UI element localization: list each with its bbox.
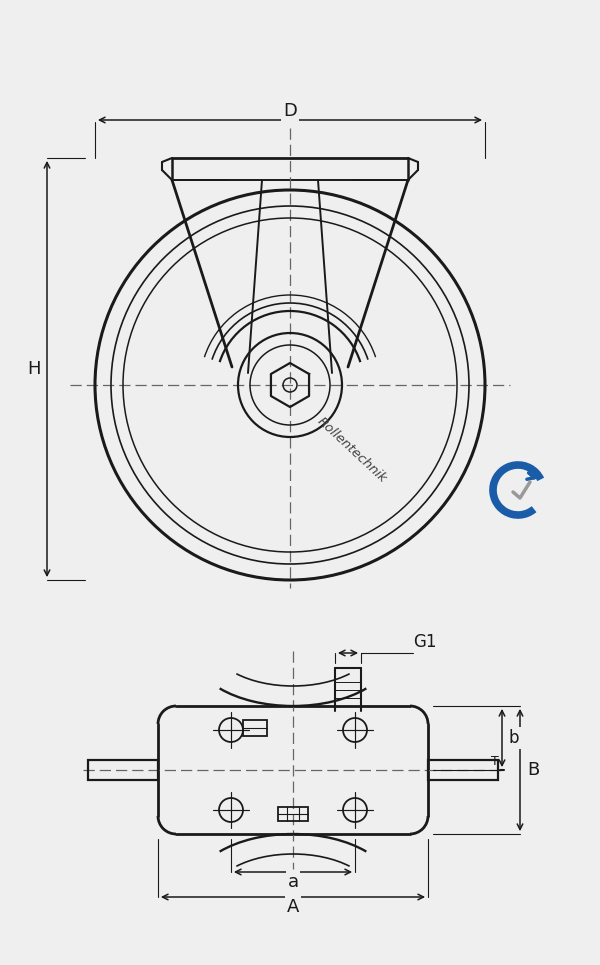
Text: A: A — [287, 898, 299, 916]
Text: Rollentechnik: Rollentechnik — [315, 415, 389, 485]
Bar — [88, 760, 158, 780]
Text: H: H — [27, 360, 41, 378]
Bar — [428, 760, 498, 780]
Text: G1: G1 — [413, 633, 437, 651]
Text: a: a — [287, 873, 299, 891]
Text: b: b — [509, 729, 519, 747]
Bar — [278, 807, 308, 821]
Text: T: T — [491, 755, 499, 768]
Bar — [243, 720, 267, 736]
Text: D: D — [283, 102, 297, 120]
Text: B: B — [527, 761, 539, 779]
